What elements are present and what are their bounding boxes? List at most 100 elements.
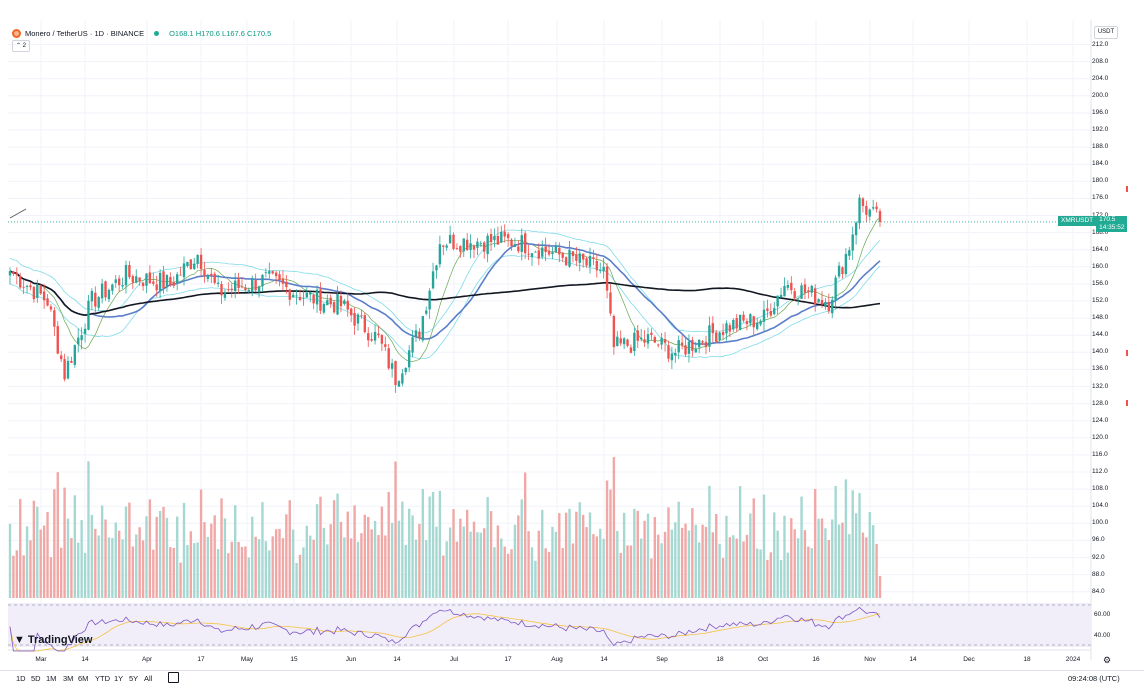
candle-body[interactable] [179, 274, 182, 276]
candle-body[interactable] [380, 335, 384, 344]
candle-body[interactable] [117, 278, 121, 286]
candle-body[interactable] [220, 284, 223, 296]
candle-body[interactable] [128, 264, 131, 278]
candle-body[interactable] [175, 274, 179, 284]
candle-body[interactable] [824, 302, 827, 307]
candle-body[interactable] [766, 308, 769, 311]
candle-body[interactable] [851, 234, 854, 251]
indicator-collapse-button[interactable]: ⌃ 2 [12, 40, 30, 52]
candle-body[interactable] [73, 345, 77, 365]
candle-body[interactable] [326, 300, 329, 306]
candle-body[interactable] [271, 271, 274, 274]
candle-body[interactable] [701, 341, 704, 343]
candle-body[interactable] [390, 363, 394, 369]
candle-body[interactable] [213, 273, 216, 283]
candle-body[interactable] [837, 265, 841, 277]
candle-body[interactable] [503, 231, 506, 237]
candle-body[interactable] [298, 296, 302, 300]
candle-body[interactable] [141, 282, 145, 287]
candle-body[interactable] [571, 251, 575, 257]
candle-body[interactable] [332, 302, 336, 313]
candle-body[interactable] [66, 360, 70, 379]
candle-body[interactable] [500, 231, 503, 243]
candle-body[interactable] [827, 301, 831, 312]
range-button-6m[interactable]: 6M [78, 674, 89, 683]
candle-body[interactable] [349, 308, 353, 316]
candle-body[interactable] [193, 263, 196, 269]
candle-body[interactable] [53, 310, 56, 327]
candle-body[interactable] [425, 310, 428, 314]
candle-body[interactable] [868, 209, 871, 217]
candle-body[interactable] [646, 334, 650, 344]
candle-body[interactable] [15, 272, 19, 276]
candle-body[interactable] [138, 277, 141, 282]
candle-body[interactable] [687, 341, 691, 354]
candle-body[interactable] [356, 314, 360, 324]
drawing-tool-line[interactable] [9, 208, 27, 219]
candle-body[interactable] [22, 286, 25, 288]
candle-body[interactable] [264, 271, 268, 273]
candle-body[interactable] [114, 279, 117, 283]
candle-body[interactable] [46, 298, 49, 306]
candle-body[interactable] [196, 255, 199, 264]
candle-body[interactable] [629, 347, 633, 353]
candle-body[interactable] [394, 360, 397, 386]
candle-body[interactable] [506, 234, 510, 239]
candle-body[interactable] [653, 337, 657, 343]
candle-body[interactable] [452, 234, 455, 249]
candle-body[interactable] [479, 242, 483, 244]
candle-body[interactable] [384, 344, 387, 347]
candle-body[interactable] [387, 348, 390, 369]
candle-body[interactable] [619, 338, 622, 344]
candle-body[interactable] [633, 332, 636, 351]
candle-body[interactable] [247, 289, 251, 292]
candle-body[interactable] [489, 234, 493, 243]
candle-body[interactable] [718, 332, 721, 341]
candle-body[interactable] [595, 260, 599, 271]
candle-body[interactable] [346, 300, 349, 310]
candle-body[interactable] [602, 266, 605, 272]
candle-body[interactable] [592, 257, 595, 259]
candle-body[interactable] [493, 236, 496, 241]
candle-body[interactable] [155, 284, 158, 291]
candle-body[interactable] [227, 289, 230, 291]
candle-body[interactable] [302, 297, 305, 299]
candle-body[interactable] [745, 321, 749, 325]
candle-body[interactable] [104, 281, 107, 298]
candle-body[interactable] [547, 250, 551, 255]
candle-body[interactable] [240, 286, 244, 288]
candle-body[interactable] [315, 289, 319, 305]
utc-clock[interactable]: 09:24:08 (UTC) [1068, 674, 1120, 683]
candle-body[interactable] [697, 339, 701, 348]
candle-body[interactable] [257, 286, 261, 292]
candle-body[interactable] [752, 316, 755, 328]
candle-body[interactable] [442, 245, 445, 247]
candle-body[interactable] [448, 234, 452, 244]
candle-body[interactable] [459, 246, 462, 252]
candle-body[interactable] [268, 271, 271, 274]
candle-body[interactable] [715, 332, 718, 342]
candle-body[interactable] [244, 287, 247, 291]
candle-body[interactable] [749, 314, 752, 324]
candle-body[interactable] [663, 339, 667, 343]
candle-body[interactable] [800, 285, 803, 299]
candle-body[interactable] [599, 269, 602, 271]
candle-body[interactable] [97, 297, 100, 308]
candle-body[interactable] [667, 345, 670, 359]
candle-body[interactable] [49, 306, 53, 310]
range-button-1d[interactable]: 1D [16, 674, 26, 683]
candle-body[interactable] [878, 211, 882, 222]
candle-body[interactable] [254, 280, 257, 291]
candle-body[interactable] [182, 263, 186, 278]
candle-body[interactable] [319, 289, 322, 311]
range-button-all[interactable]: All [144, 674, 153, 683]
candle-body[interactable] [691, 340, 694, 351]
candle-body[interactable] [199, 254, 203, 270]
candle-body[interactable] [776, 295, 779, 307]
candle-body[interactable] [312, 295, 315, 304]
candle-body[interactable] [411, 337, 414, 353]
range-button-ytd[interactable]: YTD [95, 674, 110, 683]
candle-body[interactable] [404, 368, 407, 373]
candle-body[interactable] [510, 239, 513, 247]
candle-body[interactable] [288, 289, 291, 300]
